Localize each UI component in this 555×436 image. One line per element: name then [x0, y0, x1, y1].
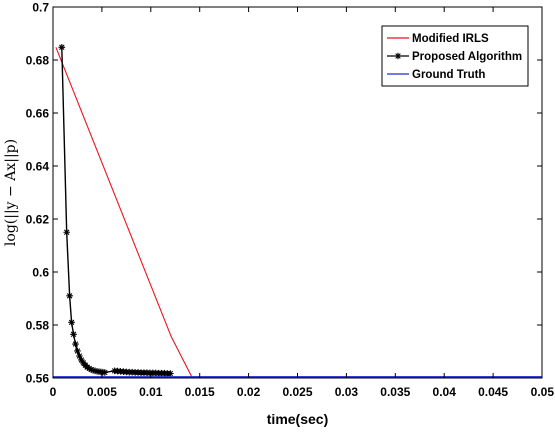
y-tick-label-1: 0.58	[26, 319, 50, 333]
y-tick-label-5: 0.66	[26, 107, 50, 121]
ticks: 0 0.005 0.01 0.015 0.02 0.025 0.03 0.035 0.04 0.0…	[26, 1, 555, 400]
series-point-1-5	[72, 340, 79, 348]
legend: Modified IRLS Proposed Algorithm Ground Tr…	[381, 25, 529, 87]
series-point-1-3	[68, 319, 75, 326]
series-point-1-1	[63, 228, 70, 236]
y-tick-label-2: 0.6	[32, 266, 49, 280]
x-tick-label-8: 0.04	[433, 385, 457, 399]
x-tick-label-5: 0.025	[282, 385, 312, 399]
legend-label-2: Ground Truth	[412, 69, 485, 81]
y-tick-label-7: 0.7	[32, 1, 49, 15]
y-axis-label: log(||y − Ax||p)	[3, 139, 19, 246]
series-point-1-2	[66, 292, 73, 300]
series-point-1-4	[70, 330, 77, 338]
x-tick-label-3: 0.015	[185, 385, 215, 399]
x-tick-label-4: 0.02	[237, 385, 261, 399]
series-point-1-8	[78, 356, 85, 364]
series-point-1-12	[85, 365, 93, 372]
y-tick-label-4: 0.64	[26, 160, 50, 174]
legend-marker-1	[394, 52, 402, 60]
x-tick-label-1: 0.005	[87, 385, 117, 399]
legend-label-0: Modified IRLS	[412, 33, 489, 45]
x-tick-label-6: 0.03	[335, 385, 359, 399]
series-point-1-13	[87, 366, 95, 373]
x-tick-label-0: 0	[50, 385, 57, 399]
x-tick-label-9: 0.045	[478, 385, 508, 399]
x-tick-label-10: 0.05	[531, 385, 555, 399]
x-tick-label-2: 0.01	[139, 385, 163, 399]
y-tick-label-0: 0.56	[26, 372, 50, 386]
legend-label-1: Proposed Algorithm	[412, 51, 522, 63]
series-point-1-0	[58, 43, 66, 51]
x-axis-label: time(sec)	[267, 411, 328, 427]
series-point-1-20	[101, 369, 109, 376]
y-tick-label-3: 0.62	[26, 213, 50, 227]
y-tick-label-6: 0.68	[26, 54, 50, 68]
series-point-1-6	[74, 347, 81, 355]
series-point-1-7	[76, 352, 83, 360]
series-point-1-40	[167, 370, 174, 377]
x-tick-label-7: 0.035	[380, 385, 410, 399]
